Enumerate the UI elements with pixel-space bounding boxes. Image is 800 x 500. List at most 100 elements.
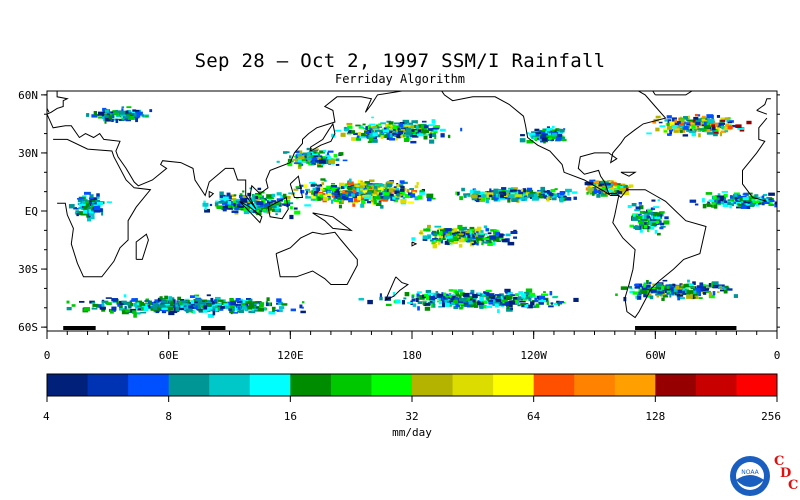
rain-cell [303, 152, 308, 156]
rain-cell [310, 161, 316, 166]
rain-cell [387, 125, 390, 129]
rain-cell [176, 300, 179, 303]
rain-cell [89, 211, 96, 214]
rain-cell [706, 202, 711, 206]
rain-cell [298, 158, 303, 163]
rain-cell [655, 288, 663, 291]
rain-cell [660, 291, 666, 297]
rain-cell [713, 202, 716, 205]
rain-cell [401, 128, 405, 132]
rain-cell [499, 191, 507, 196]
rain-cell [426, 193, 434, 199]
rain-cell [655, 283, 663, 287]
rain-cell [356, 187, 360, 192]
rain-cell [305, 188, 311, 191]
rain-cell [295, 150, 300, 153]
rain-cell [234, 204, 238, 208]
rain-cell [542, 130, 549, 135]
rain-cell [313, 190, 319, 196]
coastline [47, 91, 404, 210]
rain-cell [366, 130, 374, 134]
rain-cell [459, 196, 463, 201]
lat-label: 30S [18, 263, 38, 276]
rain-cell [552, 129, 555, 132]
rain-cell [262, 208, 267, 212]
rain-cell [679, 126, 685, 130]
rain-cell [364, 130, 367, 134]
rain-cell [467, 237, 473, 240]
rain-cell [370, 126, 378, 129]
rain-cell [233, 194, 237, 196]
rain-cell [735, 124, 742, 129]
rain-cell [628, 184, 634, 188]
rain-cell [121, 106, 125, 109]
rain-cell [352, 195, 358, 198]
rain-cell [248, 303, 255, 308]
rain-cell [727, 201, 731, 206]
rain-cell [686, 283, 694, 287]
rain-cell [458, 239, 465, 243]
rain-cell [457, 234, 463, 237]
rain-cell [717, 291, 720, 293]
rain-cell [316, 157, 321, 161]
rain-cell [388, 185, 392, 190]
rain-cell [323, 196, 329, 201]
rain-cell [411, 129, 418, 132]
rain-cell [84, 191, 91, 195]
rain-cell [767, 198, 773, 201]
rain-cell [666, 115, 672, 119]
rain-cell [97, 304, 105, 308]
rain-cell [416, 182, 419, 186]
rain-cell [491, 196, 495, 201]
rain-cell [108, 115, 113, 120]
rain-cell [175, 306, 180, 312]
rain-cell [317, 163, 323, 168]
rain-cell [206, 294, 211, 297]
rain-cell [491, 298, 497, 301]
rain-cell [348, 178, 352, 183]
rain-cell [300, 189, 305, 194]
rain-cell [287, 162, 293, 167]
rain-cell [614, 184, 619, 187]
rain-cell [533, 133, 540, 137]
rain-cell [460, 127, 463, 132]
rain-cell [417, 301, 423, 304]
rain-cell [699, 287, 703, 292]
rain-cell [306, 189, 309, 195]
rain-cell [671, 117, 677, 122]
rain-cell [453, 236, 458, 241]
rain-cell [186, 308, 189, 314]
rain-cell [232, 312, 239, 314]
rain-cell [723, 194, 728, 198]
rain-cell [278, 306, 285, 309]
rain-cell [279, 309, 283, 313]
rain-cell [448, 301, 456, 306]
rain-cell [492, 233, 496, 237]
rain-cell [448, 239, 454, 243]
rain-cell [462, 298, 467, 303]
rain-cell [541, 133, 548, 136]
rain-cell [425, 294, 431, 298]
rain-cell [694, 288, 701, 293]
rain-cell [458, 244, 463, 248]
rain-cell [648, 220, 655, 226]
rain-cell [504, 190, 510, 193]
rain-cell [396, 184, 400, 188]
rain-cell [669, 287, 674, 292]
rain-cell [422, 238, 427, 241]
rain-cell [145, 299, 148, 303]
rain-cell [669, 293, 672, 298]
rain-cell [238, 194, 245, 199]
rain-cell [628, 286, 633, 289]
rain-cell [746, 120, 752, 125]
rain-cell [679, 297, 685, 300]
rain-cell [421, 120, 427, 123]
rain-cell [223, 303, 229, 306]
rain-cell [369, 133, 376, 138]
rain-cell [331, 187, 336, 192]
longitude-axis: 0 60E 120E 180 120W 60W 0 [44, 331, 780, 362]
rain-cell [369, 187, 372, 191]
rain-cell [559, 191, 565, 196]
rain-cell [643, 215, 647, 219]
rain-cell [252, 194, 256, 199]
